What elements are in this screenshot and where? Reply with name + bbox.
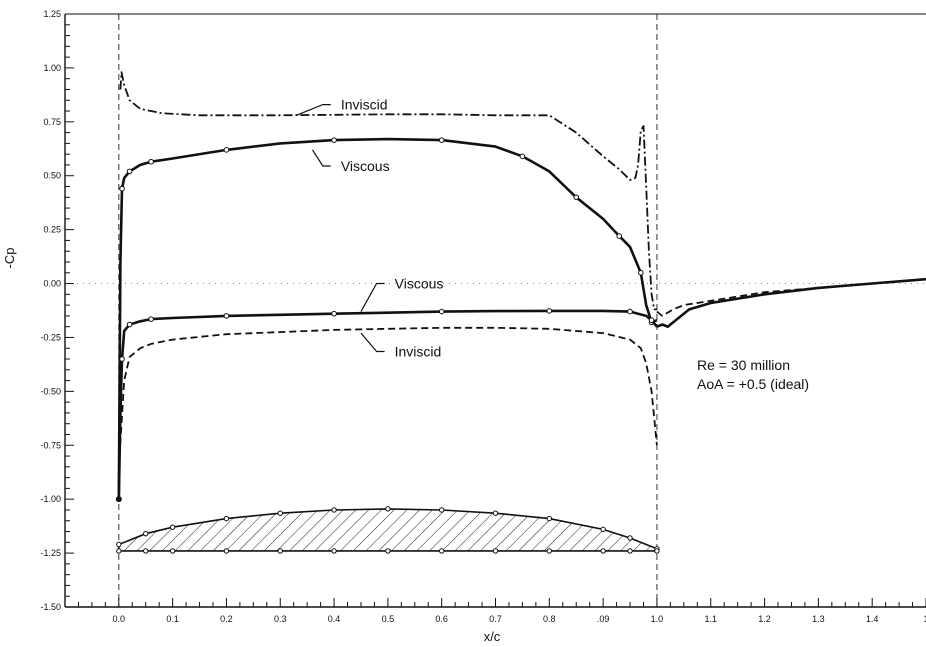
- airfoil-point: [654, 548, 660, 554]
- airfoil-point: [546, 548, 553, 554]
- y-axis-title: -Cp: [2, 248, 17, 269]
- data-point: [616, 233, 623, 239]
- y-tick-label: 0.75: [43, 117, 61, 127]
- y-tick-label: 0.25: [43, 225, 61, 235]
- airfoil-point: [331, 507, 337, 513]
- airfoil-shape: [116, 506, 660, 554]
- data-point: [223, 147, 230, 153]
- x-tick-label: 0.3: [274, 614, 287, 624]
- x-tick-label: 0.8: [543, 614, 556, 624]
- y-tick-label: -1.25: [40, 548, 61, 558]
- x-tick-label: 1.4: [866, 614, 879, 624]
- zero-line-layer: [65, 14, 926, 607]
- series-inviscid-lower: [117, 326, 658, 467]
- airfoil-outline: [118, 508, 658, 552]
- airfoil-point: [385, 506, 391, 512]
- y-tick-label: 0.00: [43, 279, 61, 289]
- data-point: [438, 308, 445, 315]
- data-point: [126, 321, 133, 328]
- airfoil-point: [438, 507, 445, 513]
- stagnation-point: [115, 496, 122, 503]
- airfoil-point: [438, 548, 445, 554]
- airfoil-point: [116, 548, 122, 554]
- data-point: [119, 356, 125, 362]
- airfoil-point: [143, 548, 149, 554]
- info-reynolds: Re = 30 million: [697, 357, 790, 373]
- y-tick-label: 1.00: [43, 63, 61, 73]
- annotation-leader: [296, 103, 331, 116]
- series-inviscid-wake: [656, 278, 926, 317]
- data-point: [148, 316, 154, 322]
- annotation-leader: [360, 282, 385, 312]
- x-tick-label: 1.2: [758, 614, 771, 624]
- x-tick-label: 0.4: [328, 614, 341, 624]
- y-tick-label: -0.50: [40, 386, 61, 396]
- annotation-leader: [311, 149, 331, 167]
- airfoil-point: [116, 541, 122, 548]
- airfoil-point: [600, 548, 606, 554]
- airfoil-point: [546, 515, 553, 522]
- x-tick-label: 1.1: [704, 614, 717, 624]
- annotations: Inviscid Viscous Viscous Inviscid: [296, 97, 444, 359]
- x-tick-label: 1: [923, 614, 926, 624]
- series-layer: [115, 71, 926, 503]
- airfoil-point: [385, 548, 391, 554]
- data-point: [546, 308, 553, 314]
- annotation-label: Viscous: [395, 276, 444, 292]
- y-tick-label: 1.25: [43, 9, 61, 19]
- y-tick-label: -0.25: [40, 332, 61, 342]
- data-point: [627, 308, 633, 315]
- series-viscous-upper: [117, 137, 658, 500]
- axis-ticks: 1.25 1.00 0.75 0.50 0.25 0.00 -0.25 -0.50 -0.75 -…: [40, 9, 926, 624]
- airfoil-point: [143, 530, 149, 537]
- airfoil-point: [223, 548, 230, 554]
- data-point: [573, 194, 580, 201]
- x-tick-label: 1.0: [651, 614, 664, 624]
- airfoil-point: [627, 535, 633, 541]
- data-point: [331, 310, 337, 317]
- x-tick-label: 0.6: [435, 614, 448, 624]
- y-tick-label: -1.50: [40, 602, 61, 612]
- x-tick-label: .09: [597, 614, 610, 624]
- data-point: [637, 269, 644, 276]
- airfoil-point: [492, 548, 499, 554]
- annotation-label: Viscous: [341, 158, 390, 174]
- series-inviscid-upper: [119, 71, 657, 311]
- airfoil-point: [627, 548, 633, 554]
- airfoil-point: [277, 510, 283, 516]
- airfoil-point: [277, 548, 283, 554]
- x-tick-label: 0.0: [113, 614, 126, 624]
- data-point: [148, 158, 154, 165]
- airfoil-point: [169, 524, 176, 530]
- airfoil-point: [223, 515, 230, 522]
- x-axis-title: x/c: [484, 629, 501, 644]
- data-point: [119, 185, 125, 192]
- annotation-leader: [360, 332, 385, 353]
- info-aoa: AoA = +0.5 (ideal): [697, 376, 809, 392]
- annotation-label: Inviscid: [341, 97, 388, 113]
- airfoil-point: [600, 526, 606, 533]
- airfoil-point: [169, 548, 176, 554]
- y-tick-label: -0.75: [40, 440, 61, 450]
- series-viscous-lower: [117, 309, 658, 500]
- x-tick-label: 0.2: [220, 614, 233, 624]
- data-point: [223, 313, 230, 319]
- data-point: [126, 168, 133, 175]
- x-tick-label: 0.1: [166, 614, 179, 624]
- data-point: [519, 153, 526, 160]
- data-point: [438, 137, 445, 143]
- y-tick-label: -1.00: [40, 494, 61, 504]
- data-point: [648, 317, 655, 324]
- data-point: [331, 137, 337, 143]
- airfoil-point: [331, 548, 337, 554]
- x-tick-label: 1.3: [812, 614, 825, 624]
- y-tick-label: 0.50: [43, 171, 61, 181]
- annotation-label: Inviscid: [395, 343, 442, 359]
- x-tick-label: 0.7: [489, 614, 502, 624]
- airfoil-point: [492, 510, 499, 516]
- x-tick-label: 0.5: [382, 614, 395, 624]
